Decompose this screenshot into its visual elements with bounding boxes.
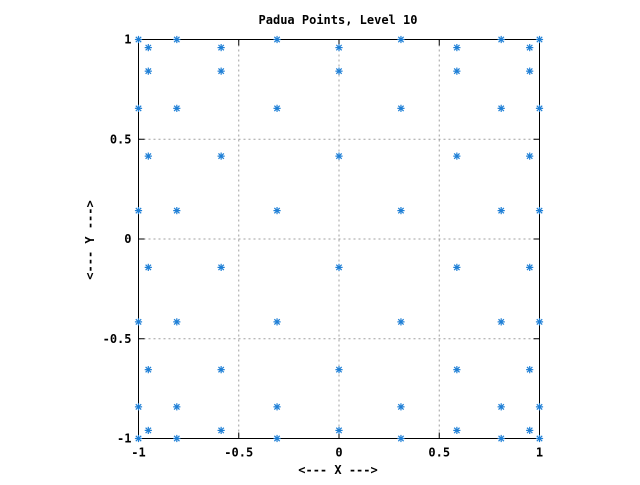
data-point bbox=[173, 318, 181, 326]
data-point bbox=[144, 366, 152, 374]
data-point bbox=[535, 403, 544, 411]
x-tick-label: -1 bbox=[131, 446, 145, 460]
data-point bbox=[335, 43, 343, 52]
data-point bbox=[526, 366, 534, 374]
data-point bbox=[173, 104, 181, 112]
x-tick-label: 0 bbox=[335, 446, 342, 460]
data-point bbox=[273, 207, 281, 215]
chart-title: Padua Points, Level 10 bbox=[259, 13, 418, 27]
scatter-points bbox=[134, 35, 544, 443]
data-point bbox=[397, 403, 405, 411]
data-point bbox=[453, 366, 461, 374]
data-point bbox=[134, 104, 143, 112]
y-tick-label: 1 bbox=[124, 33, 131, 47]
grid-lines bbox=[138, 39, 540, 439]
data-point bbox=[144, 43, 152, 52]
x-axis-label: <--- X ---> bbox=[298, 463, 377, 477]
data-point bbox=[535, 35, 544, 44]
data-point bbox=[497, 403, 505, 411]
data-point bbox=[497, 207, 505, 215]
data-point bbox=[134, 434, 143, 443]
data-point bbox=[217, 366, 225, 374]
x-tick-labels: -1 -0.5 0 0.5 1 bbox=[131, 446, 543, 460]
data-point bbox=[535, 318, 544, 326]
data-point bbox=[497, 104, 505, 112]
data-point bbox=[526, 43, 534, 52]
data-point bbox=[526, 426, 534, 435]
data-point bbox=[217, 67, 225, 75]
data-point bbox=[144, 426, 152, 435]
y-tick-label: 0 bbox=[124, 232, 131, 246]
x-tick-label: 1 bbox=[536, 446, 543, 460]
data-point bbox=[526, 263, 534, 271]
data-point bbox=[335, 67, 343, 75]
data-point bbox=[335, 426, 343, 435]
data-point bbox=[134, 403, 143, 411]
data-point bbox=[273, 318, 281, 326]
data-point bbox=[273, 434, 281, 443]
data-point bbox=[273, 35, 281, 44]
data-point bbox=[535, 104, 544, 112]
data-point bbox=[453, 426, 461, 435]
data-point bbox=[273, 104, 281, 112]
data-point bbox=[397, 207, 405, 215]
data-point bbox=[535, 207, 544, 215]
y-axis-label: <--- Y ---> bbox=[83, 200, 97, 279]
data-point bbox=[453, 152, 461, 160]
data-point bbox=[217, 426, 225, 435]
data-point bbox=[335, 152, 343, 160]
data-point bbox=[173, 434, 181, 443]
data-point bbox=[453, 43, 461, 52]
data-point bbox=[497, 318, 505, 326]
data-point bbox=[144, 263, 152, 271]
data-point bbox=[335, 366, 343, 374]
data-point bbox=[217, 43, 225, 52]
data-point bbox=[397, 35, 405, 44]
data-point bbox=[144, 67, 152, 75]
data-point bbox=[217, 263, 225, 271]
data-point bbox=[453, 263, 461, 271]
data-point bbox=[397, 318, 405, 326]
data-point bbox=[535, 434, 544, 443]
x-tick-label: 0.5 bbox=[428, 446, 450, 460]
data-point bbox=[526, 67, 534, 75]
data-point bbox=[397, 104, 405, 112]
data-point bbox=[134, 35, 143, 44]
data-point bbox=[173, 35, 181, 44]
data-point bbox=[173, 403, 181, 411]
x-tick-label: -0.5 bbox=[224, 446, 253, 460]
data-point bbox=[217, 152, 225, 160]
y-tick-label: 0.5 bbox=[110, 132, 132, 146]
data-point bbox=[497, 35, 505, 44]
data-point bbox=[526, 152, 534, 160]
data-point bbox=[144, 152, 152, 160]
data-point bbox=[134, 318, 143, 326]
y-tick-label: -1 bbox=[117, 432, 131, 446]
data-point bbox=[335, 263, 343, 271]
y-tick-label: -0.5 bbox=[103, 332, 132, 346]
data-point bbox=[497, 434, 505, 443]
data-point bbox=[453, 67, 461, 75]
y-tick-labels: -1 -0.5 0 0.5 1 bbox=[103, 33, 132, 446]
data-point bbox=[173, 207, 181, 215]
data-point bbox=[134, 207, 143, 215]
data-point bbox=[273, 403, 281, 411]
data-point bbox=[397, 434, 405, 443]
